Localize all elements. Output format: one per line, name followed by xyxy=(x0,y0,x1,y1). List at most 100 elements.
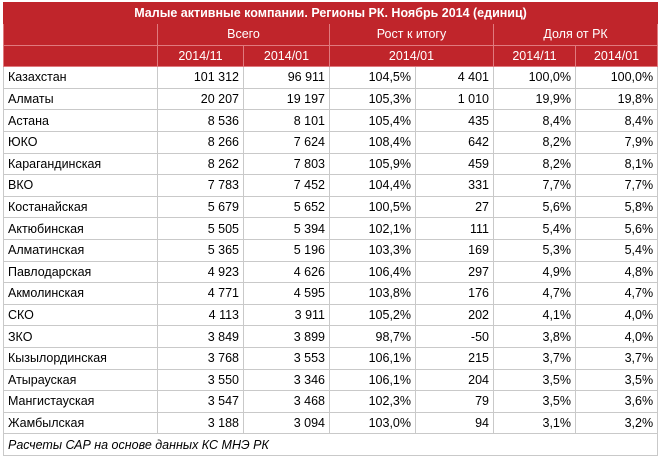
region-name: ВКО xyxy=(3,174,158,197)
share-2014-11: 8,2% xyxy=(493,130,576,154)
table-row: Мангистауская 3 547 3 468 102,3% 79 3,5% 3,6% xyxy=(3,390,659,413)
group-header-share: Доля от РК xyxy=(492,23,659,46)
total-2014-01: 4 595 xyxy=(243,282,330,305)
total-2014-01: 3 346 xyxy=(243,368,330,392)
total-2014-11: 3 188 xyxy=(157,411,244,435)
region-header-blank xyxy=(3,23,158,46)
sub-header-share-2014-11: 2014/11 xyxy=(493,44,576,68)
share-2014-11: 5,4% xyxy=(493,217,576,240)
region-name: Мангистауская xyxy=(3,390,158,413)
sub-header-growth-2014-01: 2014/01 xyxy=(329,44,494,68)
source-note: Расчеты САР на основе данных КС МНЭ РК xyxy=(2,433,659,456)
table-row: СКО 4 113 3 911 105,2% 202 4,1% 4,0% xyxy=(3,303,659,327)
growth-percent: 100,5% xyxy=(329,195,416,219)
share-2014-01: 4,7% xyxy=(574,282,659,305)
share-2014-01: 5,6% xyxy=(574,217,659,240)
growth-difference: 1 010 xyxy=(415,87,494,111)
growth-difference: 297 xyxy=(415,260,494,284)
table-row: Карагандинская 8 262 7 803 105,9% 459 8,2% 8,1… xyxy=(3,152,659,176)
region-name: Алматинская xyxy=(3,238,158,262)
growth-difference: 79 xyxy=(415,390,494,413)
total-2014-11: 5 365 xyxy=(157,238,244,262)
growth-percent: 103,0% xyxy=(329,411,416,435)
growth-difference: 642 xyxy=(415,130,494,154)
share-2014-01: 4,8% xyxy=(574,260,659,284)
total-2014-01: 3 468 xyxy=(243,390,330,413)
title-row: Малые активные компании. Регионы РК. Ноя… xyxy=(2,2,659,24)
growth-percent: 106,4% xyxy=(329,260,416,284)
growth-difference: 331 xyxy=(415,174,494,197)
growth-percent: 103,8% xyxy=(329,282,416,305)
growth-percent: 106,1% xyxy=(329,368,416,392)
growth-difference: 111 xyxy=(415,217,494,240)
growth-difference: 215 xyxy=(415,346,494,370)
share-2014-11: 3,8% xyxy=(493,325,576,348)
growth-difference: 459 xyxy=(415,152,494,176)
table-row: ЗКО 3 849 3 899 98,7% -50 3,8% 4,0% xyxy=(3,325,659,348)
group-header-growth: Рост к итогу xyxy=(329,23,494,46)
sub-header-total-2014-11: 2014/11 xyxy=(157,44,244,68)
growth-difference: 176 xyxy=(415,282,494,305)
region-name: Актюбинская xyxy=(3,217,158,240)
share-2014-11: 8,4% xyxy=(493,109,576,132)
table-title: Малые активные компании. Регионы РК. Ноя… xyxy=(2,2,659,24)
region-name: Атырауская xyxy=(3,368,158,392)
table-row: Костанайская 5 679 5 652 100,5% 27 5,6% 5,8% xyxy=(3,195,659,219)
share-2014-01: 7,9% xyxy=(574,130,659,154)
table-row: Жамбылская 3 188 3 094 103,0% 94 3,1% 3,2% xyxy=(3,411,659,435)
region-name: Жамбылская xyxy=(3,411,158,435)
total-2014-11: 3 849 xyxy=(157,325,244,348)
share-2014-01: 3,7% xyxy=(574,346,659,370)
total-2014-01: 5 652 xyxy=(243,195,330,219)
share-2014-11: 19,9% xyxy=(493,87,576,111)
share-2014-11: 7,7% xyxy=(493,174,576,197)
region-name: СКО xyxy=(3,303,158,327)
table-row: Актюбинская 5 505 5 394 102,1% 111 5,4% 5,6% xyxy=(3,217,659,240)
total-2014-11: 7 783 xyxy=(157,174,244,197)
share-2014-01: 7,7% xyxy=(574,174,659,197)
share-2014-11: 100,0% xyxy=(493,66,576,89)
share-2014-01: 8,4% xyxy=(574,109,659,132)
total-2014-01: 7 624 xyxy=(243,130,330,154)
total-2014-01: 7 803 xyxy=(243,152,330,176)
region-name: Павлодарская xyxy=(3,260,158,284)
table-row: Алматинская 5 365 5 196 103,3% 169 5,3% 5,4% xyxy=(3,238,659,262)
total-2014-01: 96 911 xyxy=(243,66,330,89)
table-row: Астана 8 536 8 101 105,4% 435 8,4% 8,4% xyxy=(3,109,659,132)
table-row: ЮКО 8 266 7 624 108,4% 642 8,2% 7,9% xyxy=(3,130,659,154)
growth-difference: 169 xyxy=(415,238,494,262)
total-2014-11: 8 266 xyxy=(157,130,244,154)
region-name: Кызылординская xyxy=(3,346,158,370)
total-2014-11: 3 547 xyxy=(157,390,244,413)
sub-header-row: 2014/11 2014/01 2014/01 2014/11 2014/01 xyxy=(3,44,659,68)
share-2014-11: 3,1% xyxy=(493,411,576,435)
total-2014-01: 4 626 xyxy=(243,260,330,284)
total-2014-01: 3 553 xyxy=(243,346,330,370)
share-2014-11: 3,5% xyxy=(493,368,576,392)
share-2014-11: 4,9% xyxy=(493,260,576,284)
share-2014-11: 3,5% xyxy=(493,390,576,413)
total-2014-01: 3 911 xyxy=(243,303,330,327)
total-2014-01: 7 452 xyxy=(243,174,330,197)
region-name: Карагандинская xyxy=(3,152,158,176)
share-2014-11: 3,7% xyxy=(493,346,576,370)
total-2014-11: 4 923 xyxy=(157,260,244,284)
total-2014-11: 4 113 xyxy=(157,303,244,327)
share-2014-11: 4,7% xyxy=(493,282,576,305)
growth-percent: 104,4% xyxy=(329,174,416,197)
share-2014-01: 4,0% xyxy=(574,325,659,348)
share-2014-01: 3,5% xyxy=(574,368,659,392)
total-2014-01: 3 899 xyxy=(243,325,330,348)
share-2014-11: 4,1% xyxy=(493,303,576,327)
total-2014-11: 3 768 xyxy=(157,346,244,370)
growth-percent: 106,1% xyxy=(329,346,416,370)
growth-percent: 105,2% xyxy=(329,303,416,327)
total-2014-01: 5 196 xyxy=(243,238,330,262)
growth-difference: 202 xyxy=(415,303,494,327)
region-name: Астана xyxy=(3,109,158,132)
growth-difference: 435 xyxy=(415,109,494,132)
region-name: ЗКО xyxy=(3,325,158,348)
growth-difference: 4 401 xyxy=(415,66,494,89)
region-name: Акмолинская xyxy=(3,282,158,305)
